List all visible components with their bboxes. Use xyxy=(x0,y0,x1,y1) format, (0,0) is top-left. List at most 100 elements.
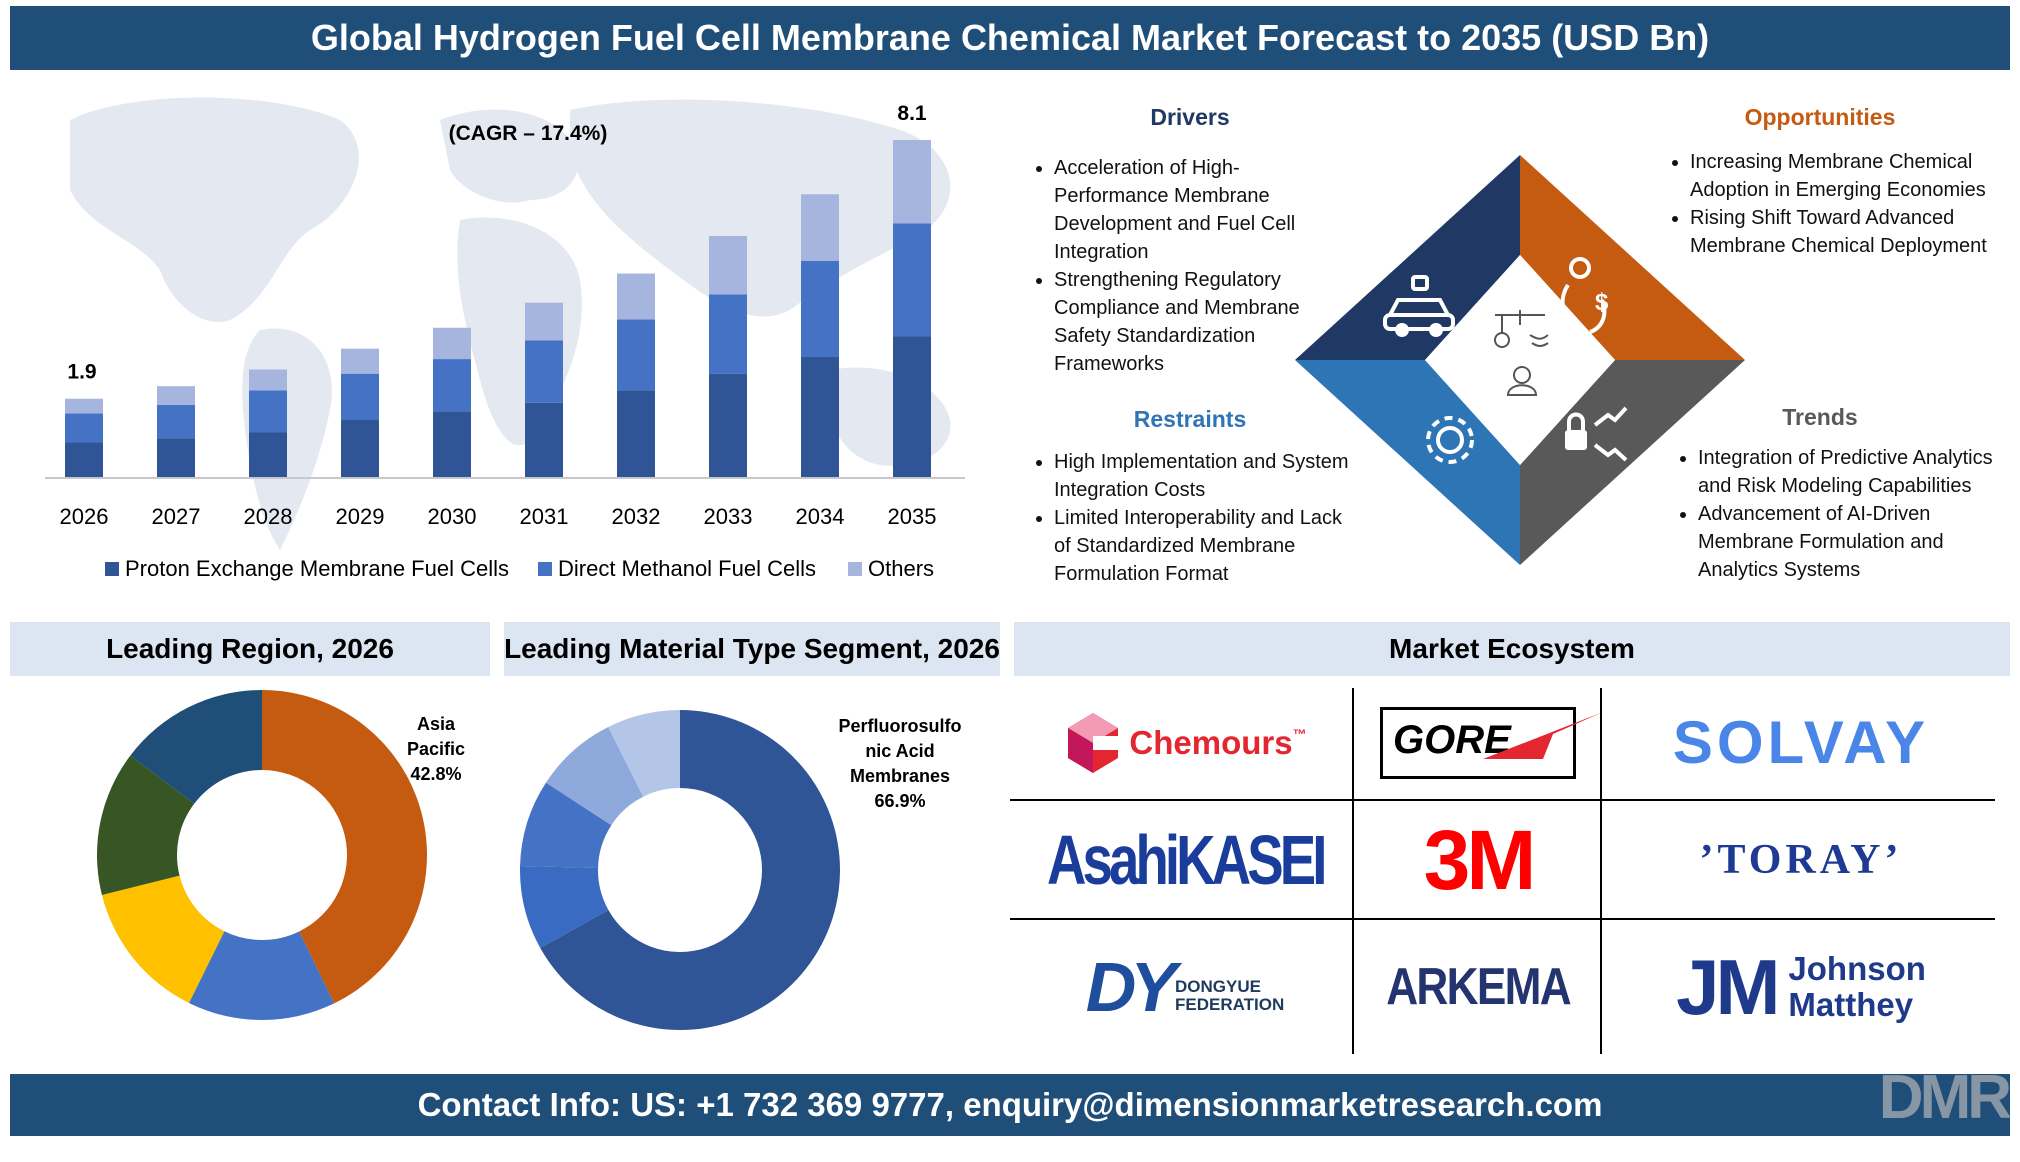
bar-segment-2034-1 xyxy=(801,261,839,357)
bar-segment-2035-0 xyxy=(893,336,931,478)
opportunities-item: Rising Shift Toward Advanced Membrane Ch… xyxy=(1690,204,2020,260)
donut-slice-2 xyxy=(101,875,225,1003)
donut-label: Asia Pacific 42.8% xyxy=(407,714,465,784)
toray-logo: ’TORAY’ xyxy=(1606,805,1996,915)
matthey-text: Matthey xyxy=(1788,986,1914,1023)
johnson-matthey-logo: JM Johnson Matthey xyxy=(1606,924,1996,1050)
legend-swatch xyxy=(848,562,862,576)
bar-segment-2031-2 xyxy=(525,302,563,341)
dongyue-federation-text: FEDERATION xyxy=(1175,995,1285,1014)
bar-segment-2030-0 xyxy=(433,411,471,478)
bar-segment-2032-0 xyxy=(617,390,655,478)
trends-title: Trends xyxy=(1782,404,1858,430)
forecast-bar-chart: 1.9 8.1 2026 2027 2028 2029 2030 2031 2032 2033 2… xyxy=(45,97,965,581)
bar-segment-2033-2 xyxy=(709,235,747,295)
legend-label: Proton Exchange Membrane Fuel Cells xyxy=(125,556,509,581)
bar-segment-2029-2 xyxy=(341,348,379,374)
x-tick-label: 2034 xyxy=(796,504,845,529)
grid-line-v2 xyxy=(1600,688,1602,1054)
donut-slice-0 xyxy=(540,710,840,1030)
bar-segment-2026-2 xyxy=(65,398,103,414)
bar-segment-2035-1 xyxy=(893,223,931,337)
market-dynamics-diamond: $ xyxy=(1295,155,1745,565)
leading-region-heading: Leading Region, 2026 xyxy=(10,622,490,676)
trends-item: Advancement of AI-Driven Membrane Formul… xyxy=(1698,500,2018,584)
chemours-text: Chemours xyxy=(1129,723,1293,761)
bar-segment-2035-2 xyxy=(893,140,931,224)
chemours-logo: Chemours ™ xyxy=(1020,690,1350,795)
donut-label: Perfluorosulfo nic Acid Membranes 66.9% xyxy=(838,716,961,811)
x-tick-label: 2035 xyxy=(888,504,937,529)
dongyue-mark-text: DY xyxy=(1085,948,1177,1026)
chemours-trademark: ™ xyxy=(1292,726,1307,742)
chemours-mark-icon xyxy=(1068,712,1120,773)
bar-segment-2034-2 xyxy=(801,194,839,262)
bar-segment-2029-0 xyxy=(341,419,379,478)
bar-segment-2033-0 xyxy=(709,373,747,478)
legend-swatch xyxy=(538,562,552,576)
svg-text:$: $ xyxy=(1595,289,1609,316)
contact-footer: Contact Info: US: +1 732 369 9777, enqui… xyxy=(10,1074,2010,1136)
trends-list: Integration of Predictive Analytics and … xyxy=(1668,444,2018,584)
donut-slice-4 xyxy=(608,710,680,797)
bar-segment-2029-1 xyxy=(341,373,379,420)
asahi-kasei-logo: AsahiKASEI xyxy=(1020,805,1350,915)
person-idea-icon xyxy=(1494,310,1549,396)
gore-text: GORE xyxy=(1393,717,1511,762)
solvay-text: SOLVAY xyxy=(1672,709,1930,776)
3m-logo: 3M xyxy=(1360,805,1596,915)
donut-label-line: 66.9% xyxy=(874,791,925,811)
donut-slice-4 xyxy=(130,690,262,804)
donut-slice-1 xyxy=(520,865,609,948)
drivers-item: Acceleration of High-Performance Membran… xyxy=(1054,154,1354,266)
legend-label: Direct Methanol Fuel Cells xyxy=(558,556,816,581)
bar-segment-2031-0 xyxy=(525,402,563,478)
data-label-first: 1.9 xyxy=(67,361,96,384)
donut-label-line: nic Acid xyxy=(865,741,934,761)
legend-swatch xyxy=(105,562,119,576)
bar-segment-2033-1 xyxy=(709,294,747,374)
data-label-last: 8.1 xyxy=(897,102,927,125)
dongyue-name-text: DONGYUE xyxy=(1175,977,1261,996)
lock-trend-icon xyxy=(1565,406,1628,462)
arkema-logo: ARKEMA xyxy=(1360,924,1596,1050)
donut-slice-2 xyxy=(520,782,612,868)
restraints-title: Restraints xyxy=(1133,406,1247,432)
drivers-list: Acceleration of High-Performance Membran… xyxy=(1024,154,1354,378)
bar-segment-2027-2 xyxy=(157,386,195,405)
dongyue-logo: DY DONGYUE FEDERATION xyxy=(1020,924,1350,1050)
opportunities-title: Opportunities xyxy=(1744,104,1896,130)
donut-label-line: Membranes xyxy=(850,766,950,786)
trends-quadrant xyxy=(1520,360,1745,565)
donut-label-line: Perfluorosulfo xyxy=(838,716,961,736)
drivers-title: Drivers xyxy=(1150,104,1230,130)
cagr-annotation: (CAGR – 17.4%) xyxy=(449,122,608,145)
bar-segment-2027-0 xyxy=(157,438,195,478)
x-tick-label: 2029 xyxy=(336,504,385,529)
market-ecosystem-heading: Market Ecosystem xyxy=(1014,622,2010,676)
grid-line-h2 xyxy=(1010,918,1995,920)
solvay-logo: SOLVAY xyxy=(1606,690,1996,795)
x-tick-label: 2026 xyxy=(60,504,109,529)
bar-segment-2026-0 xyxy=(65,442,103,478)
grid-line-v1 xyxy=(1352,688,1354,1054)
bar-segment-2026-1 xyxy=(65,413,103,443)
drivers-quadrant xyxy=(1295,155,1520,360)
restraints-list: High Implementation and System Integrati… xyxy=(1024,448,1354,588)
x-tick-label: 2033 xyxy=(704,504,753,529)
bar-segment-2030-1 xyxy=(433,359,471,412)
donut-slice-0 xyxy=(262,690,427,1004)
opportunities-item: Increasing Membrane Chemical Adoption in… xyxy=(1690,148,2020,204)
gore-arrow-icon xyxy=(1483,711,1603,759)
donut-slice-3 xyxy=(545,726,644,826)
arkema-text: ARKEMA xyxy=(1386,958,1571,1016)
bar-segment-2027-1 xyxy=(157,404,195,439)
bar-segment-2028-1 xyxy=(249,390,287,433)
x-tick-label: 2027 xyxy=(152,504,201,529)
gear-network-icon xyxy=(1426,416,1474,464)
trends-item: Integration of Predictive Analytics and … xyxy=(1698,444,2018,500)
leading-region-donut-chart: Asia Pacific 42.8% xyxy=(97,690,465,1020)
bar-segment-2032-2 xyxy=(617,273,655,320)
bar-segment-2030-2 xyxy=(433,327,471,360)
leading-material-heading: Leading Material Type Segment, 2026 xyxy=(504,622,1000,676)
